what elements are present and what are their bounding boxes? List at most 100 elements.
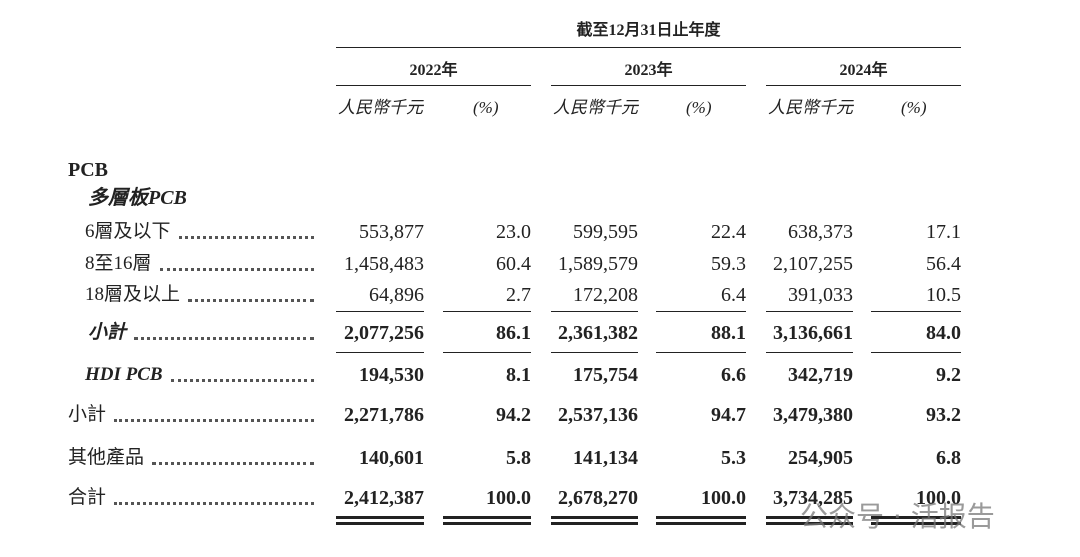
- cell-value: 1,589,579: [558, 253, 638, 275]
- cell-value: 342,719: [788, 364, 853, 386]
- cell-value: 5.8: [506, 447, 531, 469]
- cell-value: 17.1: [926, 221, 961, 243]
- cell-value: 2.7: [506, 284, 531, 306]
- cell-value: 391,033: [788, 284, 853, 306]
- rule: [871, 311, 961, 312]
- cell-value: 94.7: [711, 404, 746, 426]
- row-label: PCB: [68, 158, 108, 182]
- cell-value: 194,530: [359, 364, 424, 386]
- label-text: 8至16層: [85, 253, 152, 274]
- cell-value: 86.1: [496, 322, 531, 344]
- rule: [336, 516, 424, 519]
- label-text: 合計: [68, 487, 107, 508]
- cell-value: 599,595: [573, 221, 638, 243]
- row-label: 6層及以下: [85, 220, 318, 244]
- rule: [336, 522, 424, 525]
- row-label: 合計: [68, 486, 318, 510]
- rule: [336, 85, 531, 86]
- year-header: 2022年: [409, 62, 458, 79]
- dot-leader: [134, 337, 314, 340]
- rule: [443, 516, 531, 519]
- cell-value: 2,077,256: [344, 322, 424, 344]
- rule: [871, 352, 961, 353]
- cell-value: 172,208: [573, 284, 638, 306]
- dot-leader: [114, 419, 314, 422]
- cell-value: 553,877: [359, 221, 424, 243]
- cell-value: 2,537,136: [558, 404, 638, 426]
- cell-value: 2,361,382: [558, 322, 638, 344]
- cell-value: 88.1: [711, 322, 746, 344]
- row-label: 8至16層: [85, 252, 318, 276]
- cell-value: 59.3: [711, 253, 746, 275]
- row-label: 小計: [88, 321, 318, 345]
- label-text: 其他產品: [68, 447, 145, 468]
- rule: [443, 311, 531, 312]
- cell-value: 140,601: [359, 447, 424, 469]
- cell-value: 141,134: [573, 447, 638, 469]
- cell-value: 6.4: [721, 284, 746, 306]
- rule: [336, 47, 961, 48]
- rule: [766, 516, 853, 519]
- unit-header: (%): [473, 98, 499, 117]
- cell-value: 100.0: [486, 487, 531, 509]
- cell-value: 84.0: [926, 322, 961, 344]
- dot-leader: [170, 379, 314, 382]
- rule: [551, 85, 746, 86]
- rule: [551, 522, 638, 525]
- dot-leader: [152, 462, 314, 465]
- cell-value: 6.6: [721, 364, 746, 386]
- rule: [551, 516, 638, 519]
- rule: [871, 516, 961, 519]
- unit-header: (%): [901, 98, 927, 117]
- rule: [656, 311, 746, 312]
- label-text: 18層及以上: [85, 284, 181, 305]
- rule: [336, 352, 424, 353]
- cell-value: 2,678,270: [558, 487, 638, 509]
- rule: [766, 85, 961, 86]
- label-text: 多層板PCB: [88, 187, 187, 209]
- unit-header: 人民幣千元: [553, 98, 638, 117]
- rule: [443, 522, 531, 525]
- cell-value: 2,271,786: [344, 404, 424, 426]
- dot-leader: [159, 268, 314, 271]
- cell-value: 638,373: [788, 221, 853, 243]
- dot-leader: [178, 236, 314, 239]
- cell-value: 100.0: [701, 487, 746, 509]
- rule: [443, 352, 531, 353]
- cell-value: 56.4: [926, 253, 961, 275]
- rule: [766, 311, 853, 312]
- cell-value: 10.5: [926, 284, 961, 306]
- cell-value: 60.4: [496, 253, 531, 275]
- cell-value: 3,136,661: [773, 322, 853, 344]
- year-header: 2023年: [624, 62, 673, 79]
- rule: [551, 311, 638, 312]
- unit-header: 人民幣千元: [768, 98, 853, 117]
- cell-value: 175,754: [573, 364, 638, 386]
- cell-value: 64,896: [369, 284, 424, 306]
- period-header: 截至12月31日止年度: [576, 22, 721, 39]
- label-text: 小計: [88, 322, 127, 343]
- rule: [336, 311, 424, 312]
- cell-value: 22.4: [711, 221, 746, 243]
- row-label: 18層及以上: [85, 283, 318, 307]
- rule: [656, 522, 746, 525]
- watermark: 公众号 · 活报告: [800, 500, 995, 533]
- cell-value: 23.0: [496, 221, 531, 243]
- rule: [551, 352, 638, 353]
- rule: [656, 516, 746, 519]
- year-header: 2024年: [839, 62, 888, 79]
- label-text: 小計: [68, 404, 107, 425]
- row-label: 其他產品: [68, 446, 318, 470]
- cell-value: 100.0: [916, 487, 961, 509]
- label-text: HDI PCB: [85, 364, 163, 385]
- cell-value: 1,458,483: [344, 253, 424, 275]
- cell-value: 254,905: [788, 447, 853, 469]
- rule: [871, 522, 961, 525]
- dot-leader: [188, 299, 314, 302]
- row-label: 多層板PCB: [88, 186, 187, 210]
- cell-value: 6.8: [936, 447, 961, 469]
- cell-value: 2,107,255: [773, 253, 853, 275]
- rule: [656, 352, 746, 353]
- label-text: PCB: [68, 159, 108, 181]
